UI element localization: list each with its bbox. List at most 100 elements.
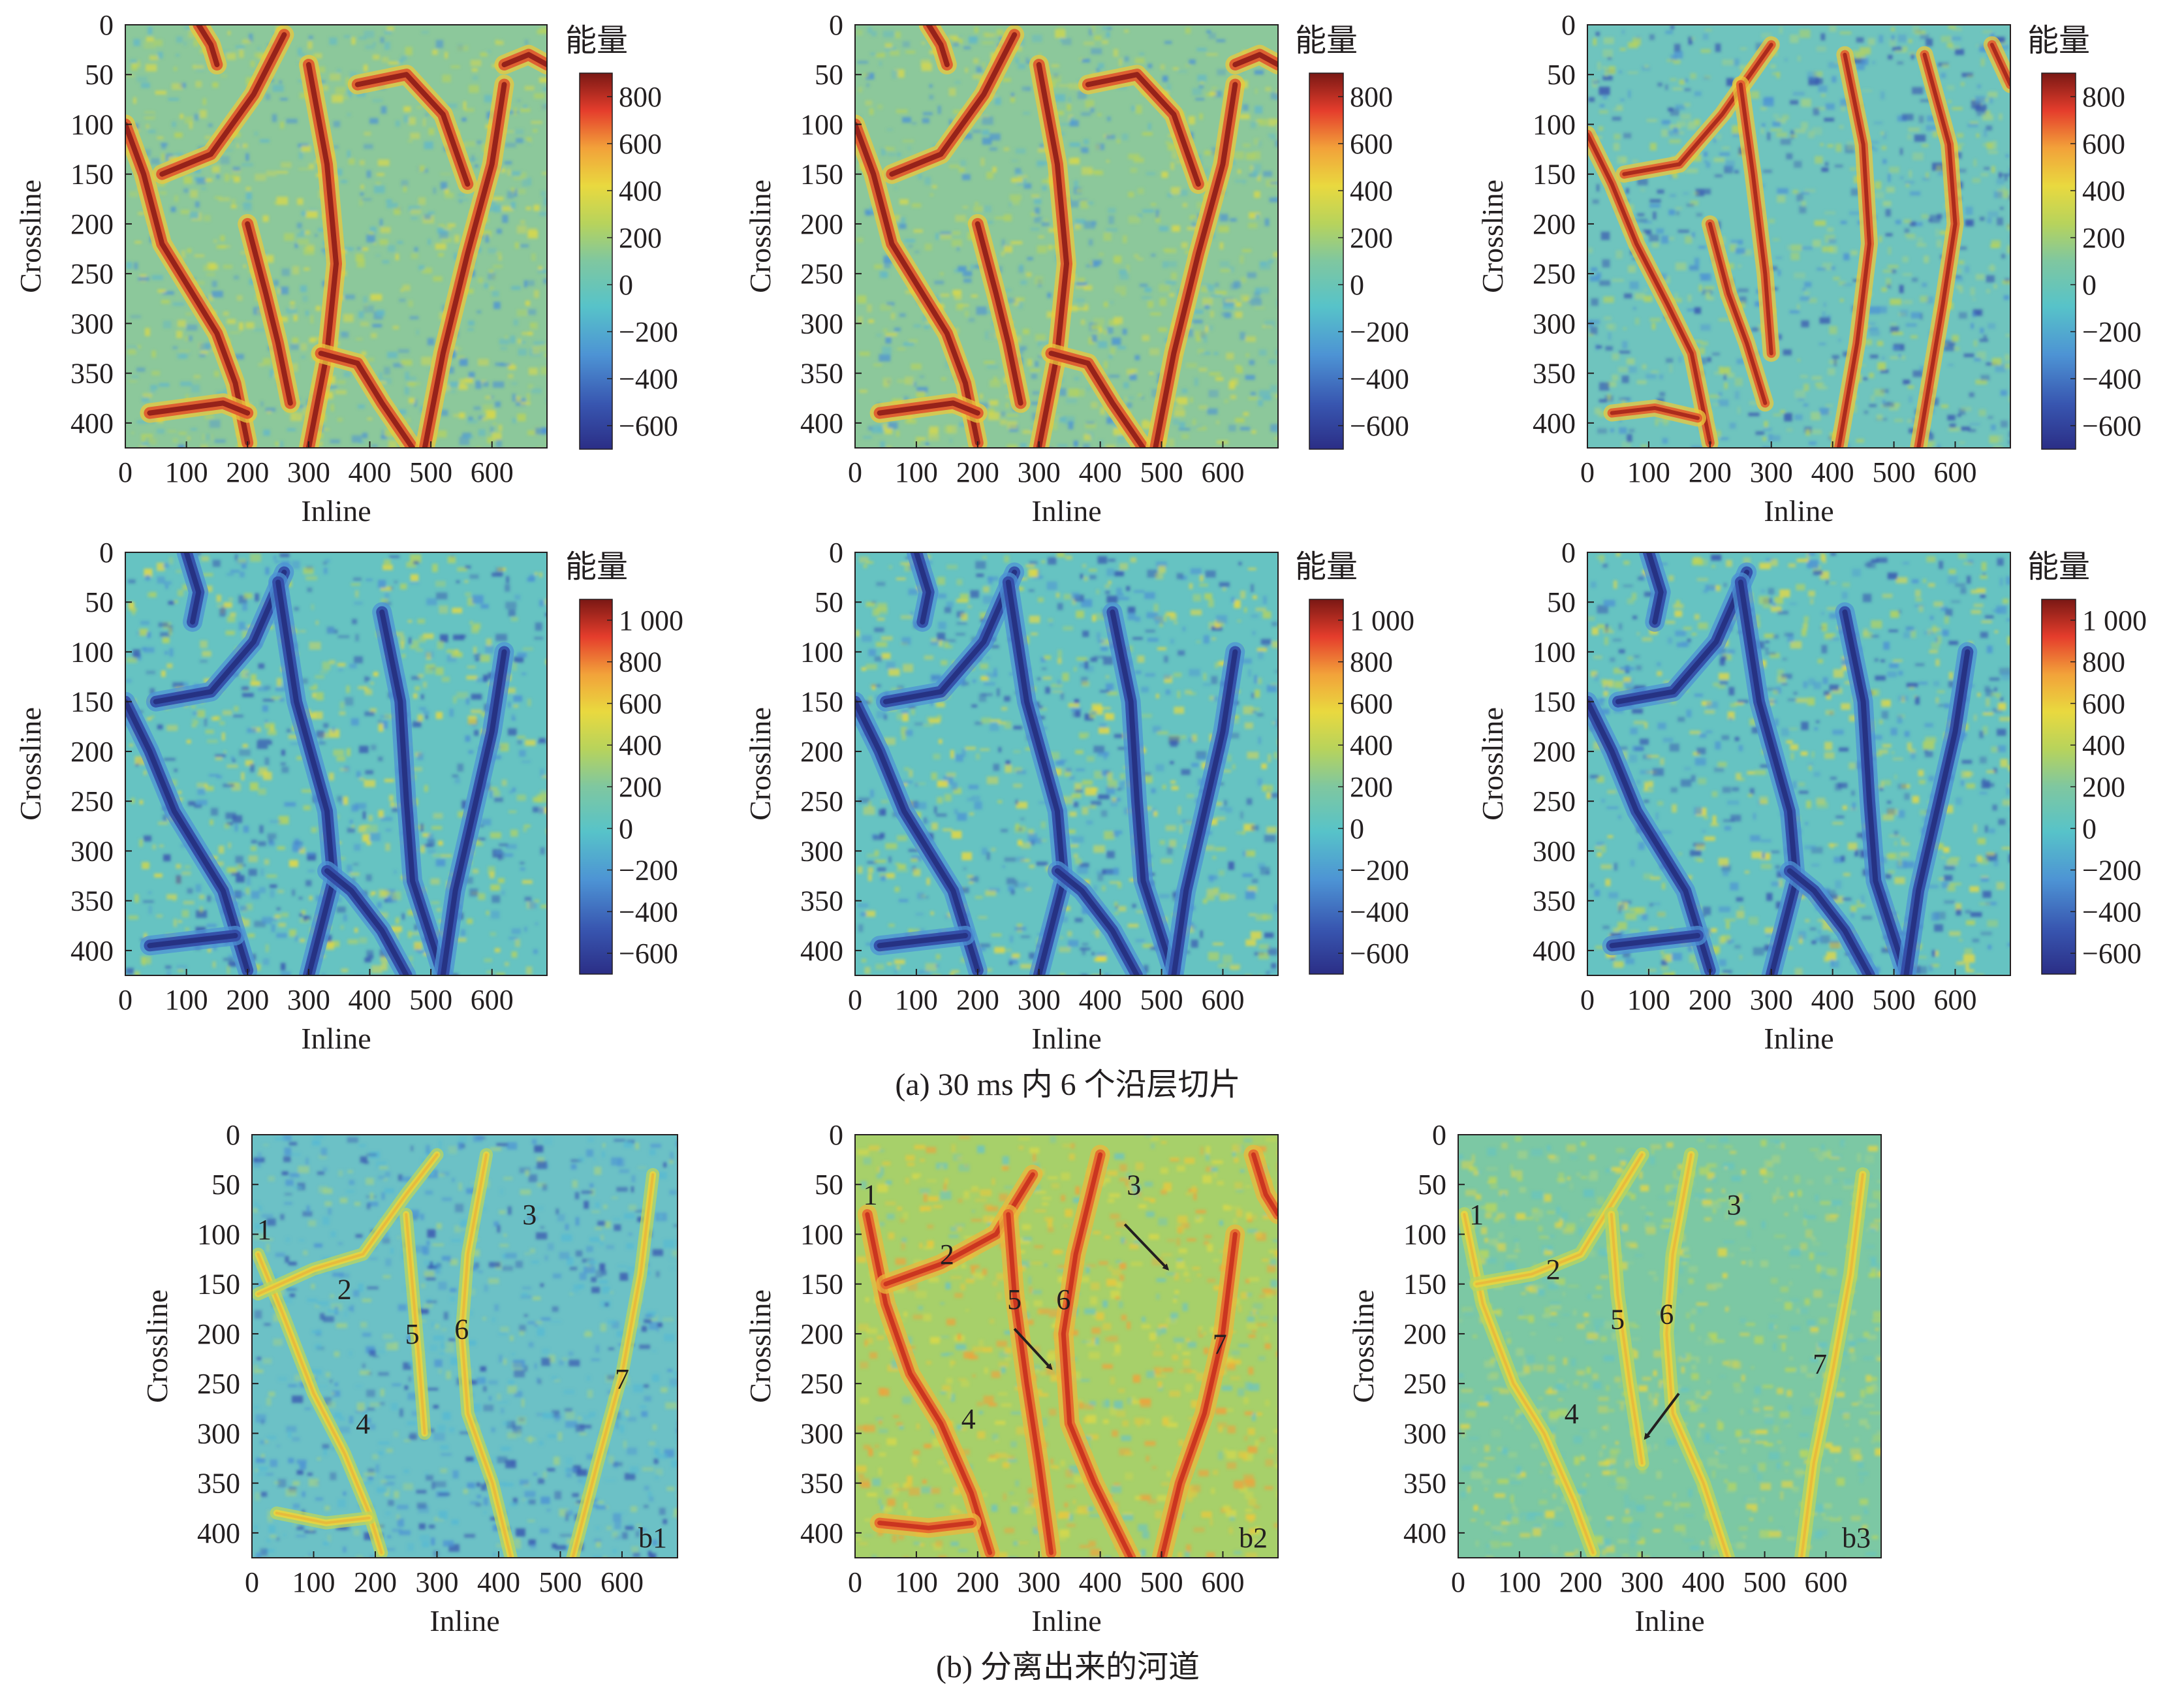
colorbar-title: 能量 [2027,24,2090,58]
colorbar-scale [2041,599,2076,975]
x-tick-label: 0 [848,1566,862,1598]
colorbar-tick-label: −200 [2082,855,2142,887]
channel-line [1061,1152,1134,1558]
colorbar-tick-label: 800 [1350,81,1393,113]
x-tick-label: 500 [538,1566,582,1598]
x-tick-label: 100 [895,1566,938,1598]
x-tick-label: 500 [1743,1566,1786,1598]
colorbar-tick-label: 0 [1350,813,1364,845]
y-tick-label: 350 [800,1468,843,1500]
y-tick-label: 100 [1533,636,1576,668]
y-tick-label: 250 [197,1368,240,1400]
channels [252,1148,660,1558]
channel-line [1610,406,1700,420]
colorbar-scale [579,72,613,450]
x-tick-label: 400 [348,984,391,1016]
panel-1: 0 100 200 300 400 500 600 0 50 100 150 200 250 300 350… [14,9,678,528]
colorbar-tick-label: 400 [619,729,662,761]
colorbar-tick-label: 600 [1350,687,1393,719]
x-tick-label: 300 [1018,984,1061,1016]
colorbar: 能量 1 000 800 600 400 200 0 −200 −400 −600 [2027,550,2147,975]
x-tick-label: 600 [601,1566,644,1598]
channel-number-label: 7 [1813,1348,1827,1380]
channel-line [1708,221,1768,405]
x-tick-label: 300 [287,456,330,488]
colorbar-title: 能量 [1295,24,1358,58]
channel-number-label: 2 [337,1274,352,1306]
x-tick-label: 0 [1580,456,1595,488]
y-tick-label: 400 [800,935,843,967]
channel-line [1916,52,1958,448]
y-tick-label: 150 [800,686,843,718]
colorbar-tick-label: 200 [619,222,662,254]
colorbar-tick-label: 0 [2082,269,2097,301]
channel-line [159,32,287,177]
y-tick-label: 50 [1418,1169,1446,1201]
x-tick-label: 300 [1621,1566,1664,1598]
x-axis-label: Inline [1031,1022,1101,1055]
x-tick-label: 300 [1018,456,1061,488]
x-tick-label: 0 [118,984,133,1016]
colorbar-tick-label: −400 [1350,896,1409,928]
heatmap-texture [1588,25,2010,448]
channel-line [1171,649,1238,975]
colorbar: 能量 800 600 400 200 0 −200 −400 −600 [2027,24,2142,450]
channel-line [926,25,950,67]
channel-line [245,221,293,406]
channel-number-label: 6 [454,1314,469,1346]
x-tick-label: 0 [118,456,133,488]
x-tick-label: 100 [1627,984,1670,1016]
y-tick-label: 200 [800,1318,843,1350]
x-tick-label: 300 [415,1566,458,1598]
colorbar-tick-label: −400 [2082,896,2142,928]
colorbar-tick-label: −200 [1350,855,1409,887]
colorbar-tick-label: −600 [1350,410,1409,442]
x-axis-label: Inline [301,1022,371,1055]
x-tick-label: 400 [477,1566,520,1598]
y-tick-label: 300 [800,308,843,339]
colorbar-tick-label: 400 [2082,175,2125,207]
y-tick-label: 350 [197,1468,240,1500]
colorbar: 能量 800 600 400 200 0 −200 −400 −600 [1295,24,1409,450]
y-tick-label: 0 [1561,537,1576,569]
colorbar-tick-label: 0 [2082,813,2097,845]
x-tick-label: 400 [1811,984,1854,1016]
channel-line [1110,609,1177,975]
x-tick-label: 200 [354,1566,397,1598]
panel-5: 0 100 200 300 400 500 600 0 50 100 150 200 250 300 350… [743,537,1414,1055]
caption-a: (a) 30 ms 内 6 个沿层切片 [895,1067,1240,1102]
y-tick-label: 350 [1533,885,1576,917]
colorbar-tick-label: 200 [1350,771,1393,803]
x-axis-label: Inline [301,494,371,528]
channel-number-label: 7 [615,1363,629,1395]
channel-number-label: 5 [405,1318,420,1350]
y-tick-label: 100 [197,1218,240,1250]
channel-line [440,649,507,975]
y-tick-label: 150 [197,1269,240,1301]
x-tick-label: 600 [1933,984,1976,1016]
channel-line [305,62,339,448]
y-tick-label: 50 [1547,59,1576,91]
y-tick-label: 400 [1533,935,1576,967]
x-tick-label: 600 [471,456,514,488]
channel-line [354,72,471,187]
channel-line [1036,62,1069,448]
y-tick-label: 350 [1403,1468,1446,1500]
channel-line [1842,609,1909,975]
colorbar-tick-label: 0 [1350,269,1364,301]
colorbar-tick-label: −600 [619,938,678,970]
channel-line [1646,552,1664,625]
channel-line [1903,649,1971,975]
x-tick-label: 300 [1750,984,1793,1016]
channel-line [1989,42,2010,87]
x-tick-label: 500 [1140,984,1183,1016]
channel-line [1085,72,1201,187]
plot-frame [125,552,548,976]
x-tick-label: 600 [1201,984,1244,1016]
channels [125,552,514,975]
y-tick-label: 150 [800,159,843,191]
colorbar-tick-label: 800 [2082,81,2125,113]
colorbar-tick-label: −600 [2082,410,2142,442]
x-tick-label: 200 [956,456,999,488]
y-axis-label: Crossline [743,707,777,821]
